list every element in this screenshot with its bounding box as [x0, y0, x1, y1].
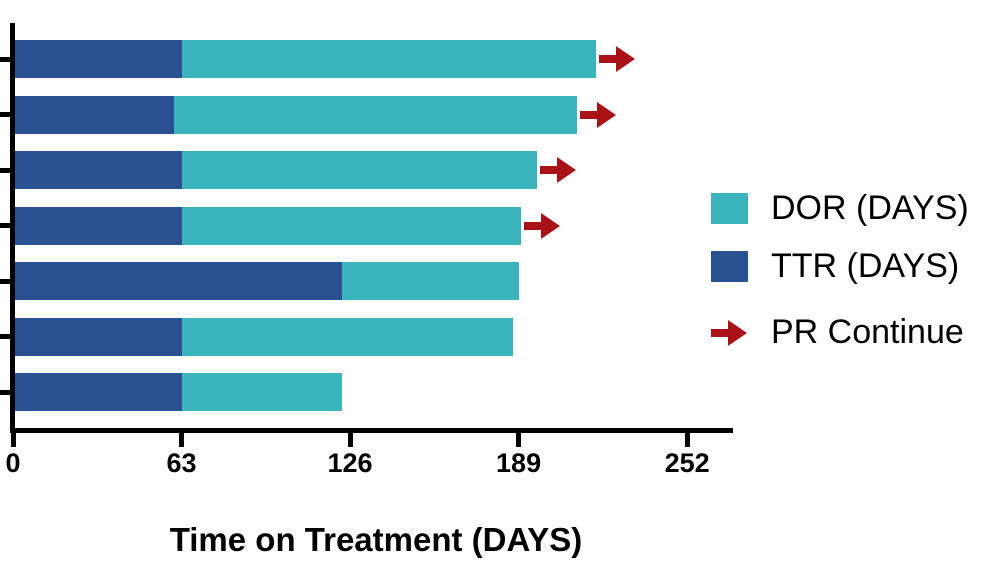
x-tick-label: 0 [5, 448, 21, 478]
y-tick [0, 278, 13, 284]
pr-continue-arrow [599, 45, 636, 73]
y-tick [0, 167, 13, 173]
x-axis-line [10, 428, 733, 433]
x-tick [10, 433, 16, 447]
dor-segment [181, 40, 597, 78]
x-axis-title: Time on Treatment (DAYS) [169, 521, 583, 558]
y-axis-line [10, 23, 15, 433]
dor-segment [181, 317, 514, 356]
legend-item-dor: DOR (DAYS) [711, 189, 969, 228]
dor-segment [181, 206, 522, 245]
ttr-segment [15, 262, 343, 300]
dor-segment [181, 373, 343, 411]
x-tick-label: 63 [166, 448, 197, 478]
ttr-segment [15, 317, 182, 356]
legend-label-dor: DOR (DAYS) [771, 189, 969, 227]
y-tick [0, 112, 13, 117]
legend-item-pr-continue: PR Continue [711, 313, 964, 352]
x-tick [179, 433, 185, 447]
y-tick [0, 334, 13, 339]
pr-continue-arrow [540, 156, 577, 184]
x-tick-label: 126 [327, 448, 373, 478]
pr-continue-arrow-icon [711, 318, 748, 348]
x-tick [516, 433, 522, 447]
y-tick [0, 56, 13, 62]
ttr-segment [15, 206, 182, 245]
ttr-segment [15, 40, 182, 78]
legend-label-pr-continue: PR Continue [771, 313, 964, 351]
x-tick [347, 433, 353, 447]
dor-segment [181, 151, 538, 189]
legend-item-ttr: TTR (DAYS) [711, 247, 959, 286]
x-tick-label: 189 [496, 448, 542, 478]
ttr-segment [15, 95, 174, 134]
dor-segment [342, 262, 519, 300]
x-tick-label: 252 [664, 448, 710, 478]
y-tick [0, 223, 13, 228]
ttr-segment [15, 151, 182, 189]
ttr-segment [15, 373, 182, 411]
dor-swatch-icon [711, 193, 748, 224]
pr-continue-arrow [524, 212, 561, 240]
ttr-swatch-icon [711, 251, 748, 282]
legend-label-ttr: TTR (DAYS) [771, 247, 960, 285]
dor-segment [173, 95, 578, 134]
y-tick [0, 389, 13, 395]
pr-continue-arrow [580, 101, 617, 129]
x-tick [684, 433, 690, 447]
